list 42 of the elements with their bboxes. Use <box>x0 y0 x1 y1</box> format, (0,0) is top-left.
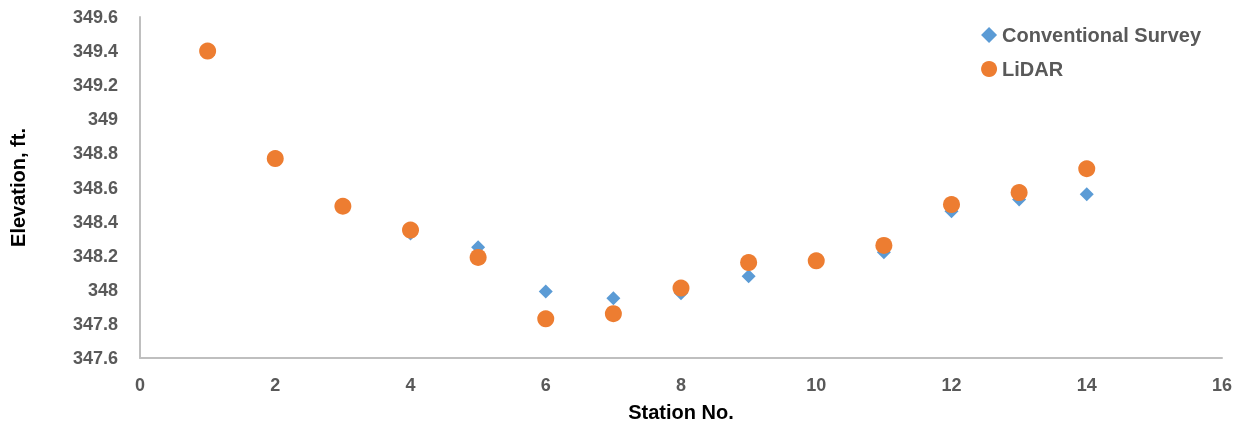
point <box>1079 187 1094 202</box>
legend-label: LiDAR <box>1002 58 1064 80</box>
y-tick-label: 347.8 <box>72 313 118 334</box>
point <box>1078 160 1096 178</box>
y-tick-label: 349 <box>87 109 118 130</box>
x-tick-label: 2 <box>270 375 281 395</box>
x-tick-label: 16 <box>1211 375 1233 395</box>
point <box>604 305 622 323</box>
x-tick-label: 12 <box>941 375 962 395</box>
y-tick-label: 347.6 <box>72 348 118 368</box>
y-tick-label: 348.4 <box>72 211 118 232</box>
y-tick-label: 349.2 <box>72 75 118 96</box>
point <box>875 236 893 254</box>
y-tick-label: 348 <box>87 279 118 300</box>
point <box>606 291 621 306</box>
x-tick-label: 14 <box>1076 375 1097 395</box>
point <box>807 252 825 270</box>
y-tick-label: 349.6 <box>72 7 118 27</box>
y-tick-label: 348.6 <box>72 177 118 198</box>
point <box>469 248 487 266</box>
point <box>943 196 960 214</box>
x-tick-label: 0 <box>134 375 146 395</box>
x-tick-label: 6 <box>540 375 551 395</box>
x-tick-label: 10 <box>806 375 827 395</box>
y-tick-label: 349.4 <box>72 41 118 62</box>
legend-label: Conventional Survey <box>1002 24 1202 46</box>
point <box>741 269 756 284</box>
point <box>537 310 555 328</box>
point <box>334 197 352 215</box>
point <box>266 150 284 168</box>
point <box>538 284 553 299</box>
point <box>402 221 419 239</box>
y-axis-title: Elevation, ft. <box>7 128 29 247</box>
x-tick-label: 4 <box>405 375 416 395</box>
y-tick-label: 348.8 <box>72 143 118 164</box>
x-axis-title: Station No. <box>628 401 734 423</box>
point <box>672 279 690 297</box>
x-tick-label: 8 <box>675 375 687 395</box>
point <box>199 42 217 60</box>
point <box>1010 184 1028 202</box>
y-tick-label: 348.2 <box>72 245 118 266</box>
point <box>740 254 758 272</box>
